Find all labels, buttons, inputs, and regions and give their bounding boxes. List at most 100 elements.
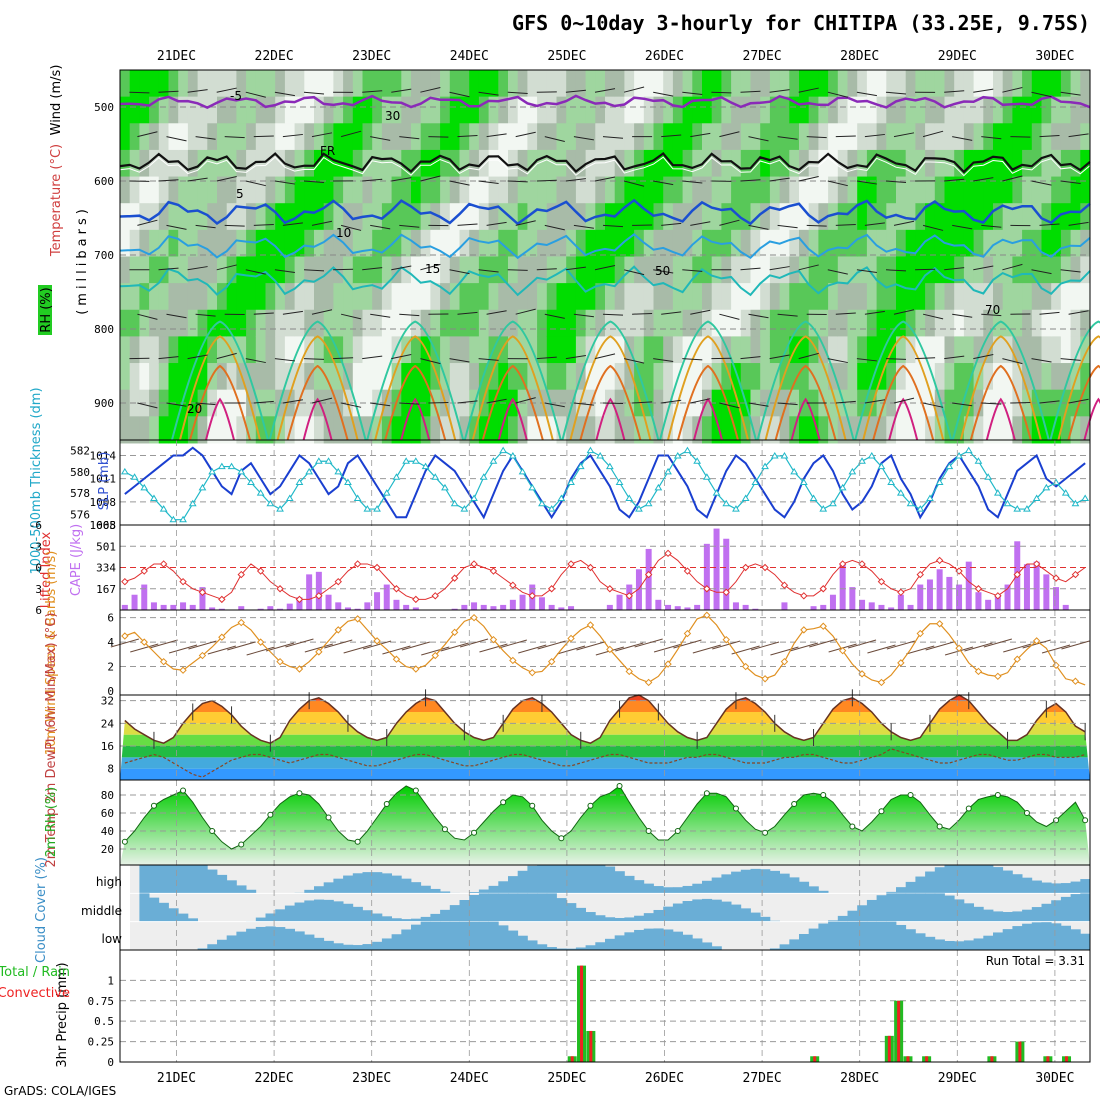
rh-cell — [915, 123, 926, 151]
rh-cell — [197, 70, 208, 98]
cloud-cell — [963, 940, 974, 950]
wind-marker — [547, 657, 556, 666]
rh-cell — [808, 416, 819, 444]
rh-cell — [197, 229, 208, 257]
rh-cell — [857, 176, 868, 204]
rh-cell — [993, 363, 1004, 391]
wind-barb-10m — [1003, 643, 1032, 653]
rh-cell — [934, 256, 945, 284]
slp-thickness-ticks: 582 580 578 576 1014 1011 1008 1005 — [70, 445, 116, 532]
rh-cell — [886, 70, 897, 98]
cape-bar — [344, 607, 351, 610]
rh-cell — [973, 123, 984, 151]
rh-cell — [682, 416, 693, 444]
cloud-cell — [352, 906, 363, 922]
wind-barb — [216, 264, 237, 271]
rh-cell — [362, 389, 373, 417]
wind-barb — [973, 177, 994, 182]
thickness-marker — [499, 446, 508, 454]
wind-marker — [353, 615, 362, 623]
cloud-cell — [954, 899, 965, 922]
wind-barb — [719, 219, 740, 226]
rh-cell — [905, 70, 916, 98]
rh-cell — [304, 176, 315, 204]
cloud-cell — [789, 939, 800, 950]
rh-cell — [469, 96, 480, 124]
thickness-marker — [198, 483, 207, 491]
rh-cell — [857, 363, 868, 391]
diurnal-contour — [276, 335, 359, 441]
rh-cell — [265, 176, 276, 204]
rh-cell — [711, 149, 722, 178]
rh-cell — [692, 229, 703, 257]
rh-cell — [343, 363, 354, 391]
cloud-cell — [187, 865, 198, 894]
rh-cell — [294, 96, 305, 124]
rh-cell — [672, 96, 684, 124]
rh-cell — [614, 283, 625, 311]
cloud-cell — [556, 898, 567, 922]
wind-barb-10m — [653, 643, 683, 653]
rh-cell — [333, 283, 344, 311]
wind-barb — [777, 224, 798, 229]
rh-cell — [401, 416, 412, 444]
precip-ticks: 1 0.75 0.5 0.25 0 — [88, 974, 115, 1069]
rh-cell — [517, 229, 528, 257]
rh-cell — [973, 149, 984, 178]
cape-bar — [1043, 574, 1050, 610]
thickness-marker — [402, 457, 411, 464]
rh-cell — [934, 336, 945, 364]
date-label: 24DEC — [450, 1071, 489, 1086]
cloud-cell — [1022, 877, 1033, 894]
rh-cell — [857, 149, 868, 178]
rh-cell — [275, 123, 286, 151]
rh-cell — [808, 256, 819, 284]
cloud-cell — [799, 933, 810, 950]
wind-marker — [683, 629, 692, 638]
cloud-cell — [314, 899, 325, 922]
rh-marker — [441, 826, 448, 833]
rh-cell — [575, 309, 587, 337]
wind-marker — [897, 659, 905, 667]
cloud-cell — [381, 916, 392, 922]
rh-cell — [799, 70, 810, 98]
rh-cell — [585, 176, 596, 204]
cape-bar — [781, 602, 788, 610]
rh-cell — [449, 123, 460, 151]
rh-cell — [217, 123, 228, 151]
rh-cell — [459, 70, 470, 98]
rh-cell — [207, 336, 218, 364]
rh-cell — [702, 416, 713, 444]
wind-marker — [1052, 661, 1060, 670]
rh-cell — [1051, 416, 1062, 444]
cloud-cell — [197, 948, 208, 950]
cloud-cell — [401, 919, 412, 922]
wind-barb — [420, 263, 441, 271]
precip-tick-label: 0 — [107, 1056, 114, 1069]
thickness-marker — [295, 478, 304, 485]
rh-cell — [1060, 416, 1072, 444]
lifted-marker — [198, 588, 207, 596]
rh-cell — [236, 336, 247, 364]
rh-cell — [1002, 123, 1013, 151]
cloud-cell — [643, 883, 654, 894]
precip-convective-bar — [1046, 1056, 1050, 1062]
rh-cell — [643, 203, 654, 231]
wind-barb-10m — [518, 644, 547, 654]
wind-barb-10m — [130, 643, 159, 653]
thickness-marker — [1023, 505, 1031, 512]
cape-bar — [732, 602, 739, 610]
rh-cell — [653, 176, 664, 204]
rh-cell — [624, 416, 635, 444]
rh-cell — [575, 229, 587, 257]
wind-marker — [334, 626, 342, 634]
rh-cell — [963, 416, 975, 444]
cloud-cell — [391, 875, 402, 894]
wind-barb — [1039, 311, 1060, 315]
wind-barb — [195, 224, 216, 229]
wind-barb — [428, 401, 449, 404]
rh-cell — [663, 256, 674, 284]
rh-cell — [896, 283, 907, 311]
rh-cell — [789, 203, 800, 231]
